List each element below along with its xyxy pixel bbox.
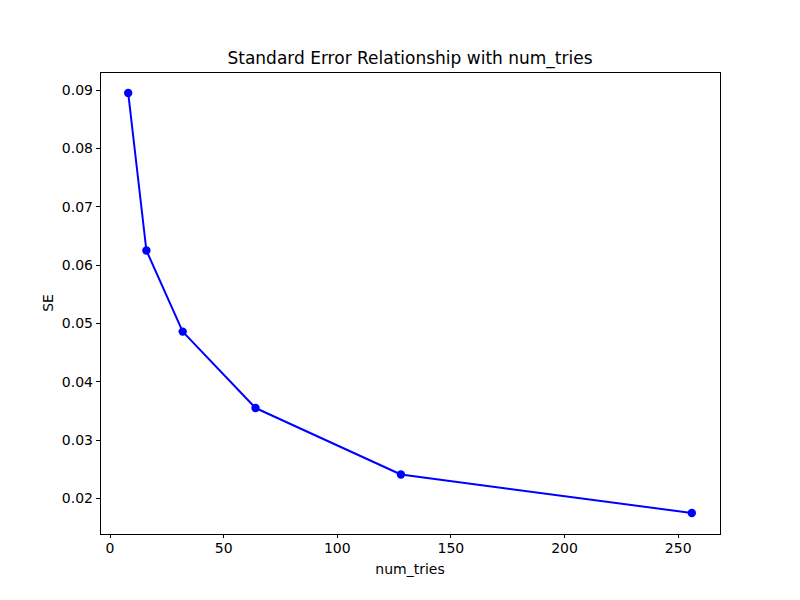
x-tick-label: 0: [106, 540, 115, 556]
x-tick-label: 100: [324, 540, 351, 556]
y-tick-label: 0.08: [62, 140, 93, 156]
plot-area: 0 50 100 150 200 250 0.02 0.03 0.04 0.05 0.06 0.07 0…: [0, 0, 800, 600]
axes-spines: [100, 72, 720, 534]
data-point: [688, 509, 696, 517]
y-tick-label: 0.03: [62, 432, 93, 448]
figure: Standard Error Relationship with num_tri…: [0, 0, 800, 600]
x-tick-label: 150: [438, 540, 465, 556]
data-point: [179, 327, 187, 335]
x-tick-label: 200: [551, 540, 578, 556]
data-line: [128, 93, 692, 513]
y-tick-label: 0.04: [62, 374, 93, 390]
y-tick-label: 0.06: [62, 257, 93, 273]
data-point: [142, 246, 150, 254]
y-tick-label: 0.05: [62, 315, 93, 331]
y-axis-label: SE: [40, 294, 56, 312]
data-point: [124, 89, 132, 97]
y-tick-label: 0.09: [62, 82, 93, 98]
data-point: [397, 470, 405, 478]
x-axis-label: num_tries: [100, 561, 720, 577]
y-tick-label: 0.02: [62, 490, 93, 506]
y-tick-label: 0.07: [62, 199, 93, 215]
data-point: [251, 404, 259, 412]
x-tick-label: 250: [665, 540, 692, 556]
x-tick-label: 50: [215, 540, 233, 556]
